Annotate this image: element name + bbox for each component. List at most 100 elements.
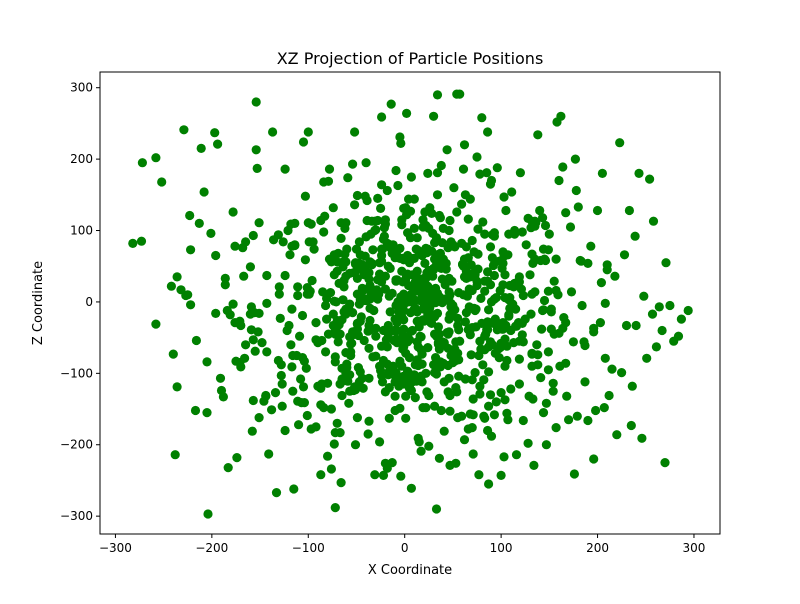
data-point [378, 355, 389, 366]
data-point [378, 234, 389, 244]
data-point [267, 405, 277, 415]
data-point [157, 177, 167, 187]
data-point [399, 324, 409, 334]
data-point [523, 213, 533, 223]
data-point [360, 191, 370, 201]
data-point [324, 254, 335, 264]
data-point [280, 164, 290, 174]
x-tick-label: 100 [490, 541, 513, 555]
data-point [624, 205, 635, 216]
data-point [589, 327, 599, 337]
data-point [639, 291, 649, 301]
x-axis-label: X Coordinate [368, 563, 452, 578]
data-point [433, 322, 443, 332]
data-point [485, 390, 496, 400]
data-point [673, 331, 684, 341]
data-point [438, 255, 448, 266]
data-point [490, 314, 500, 324]
data-point [293, 290, 303, 301]
data-point [186, 245, 196, 255]
data-point [364, 416, 374, 426]
data-point [399, 300, 409, 310]
data-point [443, 329, 453, 339]
data-point [311, 318, 321, 328]
data-point [489, 270, 499, 281]
data-point [321, 300, 331, 311]
data-point [293, 282, 303, 292]
data-point [369, 305, 379, 316]
data-point [513, 276, 524, 286]
data-point [570, 154, 581, 164]
data-point [541, 398, 552, 408]
data-point [190, 405, 201, 416]
data-point [439, 426, 449, 436]
data-point [280, 425, 290, 436]
data-point [528, 258, 538, 268]
y-tick-label: 100 [70, 224, 93, 238]
data-point [543, 347, 554, 357]
data-point [538, 408, 549, 418]
data-point [558, 162, 568, 172]
data-point [317, 335, 327, 346]
data-point [470, 368, 480, 378]
data-point [645, 174, 655, 184]
data-point [251, 145, 261, 155]
data-point [285, 250, 295, 260]
data-point [600, 353, 610, 363]
data-point [364, 373, 374, 383]
data-point [607, 364, 617, 374]
data-point [395, 356, 405, 366]
data-point [473, 249, 483, 259]
data-point [378, 470, 389, 480]
y-axis-ticks: −300 −200 −100 0 100 200 300 [60, 81, 100, 523]
data-point [626, 420, 636, 431]
data-point [305, 286, 315, 296]
data-point [406, 483, 416, 493]
data-point [345, 370, 355, 380]
data-point [390, 391, 400, 401]
data-point [445, 406, 455, 416]
data-point [477, 318, 487, 328]
data-point [602, 265, 612, 275]
data-point [354, 299, 364, 309]
data-point [463, 214, 473, 224]
data-point [553, 290, 563, 300]
data-point [527, 348, 537, 358]
data-point [583, 415, 593, 426]
data-point [427, 208, 437, 218]
data-point [604, 390, 614, 401]
data-point [264, 449, 274, 459]
data-point [642, 353, 652, 363]
data-point [343, 173, 353, 183]
data-point [375, 437, 385, 447]
data-point [354, 237, 364, 247]
data-point [483, 267, 493, 277]
data-point [326, 404, 336, 414]
data-point [330, 503, 340, 513]
data-point [387, 458, 397, 468]
data-point [268, 127, 278, 137]
data-point [463, 325, 473, 335]
data-point [586, 241, 596, 251]
data-point [294, 420, 304, 430]
data-point [368, 245, 378, 255]
data-point [460, 190, 470, 200]
data-point [432, 190, 443, 200]
data-point [430, 401, 440, 411]
data-point [322, 314, 332, 324]
data-point [497, 263, 507, 273]
data-point [539, 295, 550, 306]
data-point [431, 369, 442, 379]
data-point [338, 262, 348, 272]
data-point [436, 160, 446, 171]
data-point [332, 418, 342, 428]
data-point [388, 361, 398, 371]
data-point [431, 504, 442, 514]
data-point [273, 230, 283, 240]
data-point [337, 374, 347, 384]
data-point [376, 203, 386, 213]
data-point [432, 168, 443, 178]
data-point [261, 390, 271, 401]
data-point [466, 260, 476, 270]
data-point [507, 187, 517, 197]
